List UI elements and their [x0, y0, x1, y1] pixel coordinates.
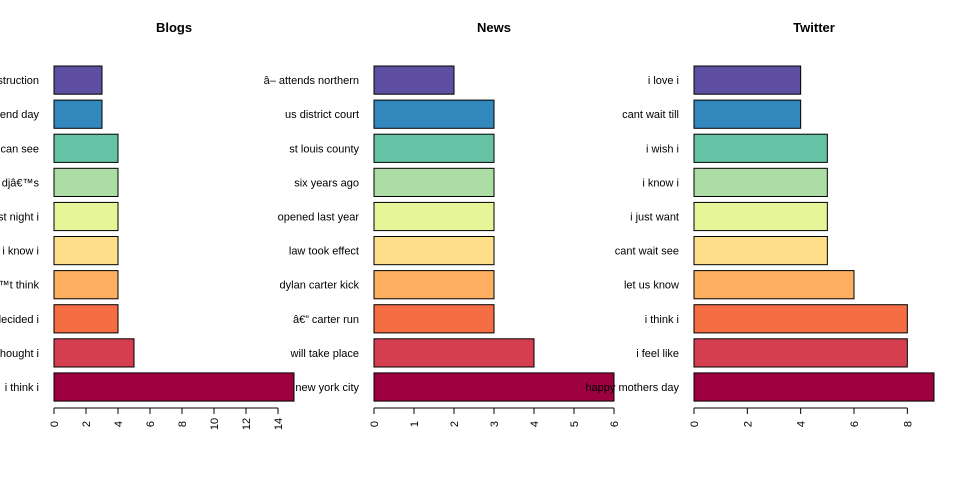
blogs-category-label: struction	[0, 75, 39, 87]
news-x-tick-label: 6	[609, 421, 621, 427]
news-category-label: will take place	[290, 348, 359, 360]
blogs-x-tick-label: 14	[273, 418, 285, 430]
twitter-bar	[693, 338, 908, 368]
news-title: News	[477, 20, 511, 35]
twitter-category-label: let us know	[624, 280, 679, 292]
news-x-tick-label: 3	[489, 421, 501, 427]
twitter-x-tick-label: 0	[689, 421, 701, 427]
blogs-x-tick-label: 6	[145, 421, 157, 427]
blogs-category-label: decided i	[0, 314, 39, 326]
twitter-category-label: i know i	[642, 177, 679, 189]
blogs-x-tick-label: 12	[241, 418, 253, 430]
blogs-category-label: thought i	[0, 348, 39, 360]
blogs-x-tick-label: 4	[113, 421, 125, 427]
blogs-bar	[53, 133, 119, 163]
news-x-tick-label: 5	[569, 421, 581, 427]
twitter-bar	[693, 372, 935, 402]
news-bar	[373, 338, 535, 368]
twitter-category-label: cant wait till	[622, 109, 679, 121]
news-category-label: â€” carter run	[293, 314, 359, 326]
news-bar	[373, 270, 495, 300]
blogs-category-label: i know i	[2, 246, 39, 258]
twitter-bar	[693, 236, 828, 266]
twitter-bar	[693, 167, 828, 198]
blogs-x-tick-label: 8	[177, 421, 189, 427]
twitter-category-label: i feel like	[636, 348, 679, 360]
blogs-category-label: i think i	[5, 382, 39, 394]
news-bar	[373, 65, 455, 95]
blogs-bar	[53, 338, 135, 368]
news-bar	[373, 167, 495, 198]
twitter-x-tick-label: 2	[742, 421, 754, 427]
twitter-category-label: i just want	[630, 212, 679, 224]
news-bar	[373, 201, 495, 232]
twitter-bar	[693, 133, 828, 163]
blogs-bar	[53, 372, 295, 402]
twitter-category-label: i think i	[645, 314, 679, 326]
twitter-bar	[693, 304, 908, 334]
twitter-x-tick-label: 4	[796, 421, 808, 427]
blogs-bar	[53, 99, 103, 129]
twitter-x-tick-label: 6	[849, 421, 861, 427]
news-x-tick-label: 4	[529, 421, 541, 427]
blogs-bar	[53, 167, 119, 198]
news-x-tick-label: 2	[449, 421, 461, 427]
twitter-bar	[693, 99, 802, 129]
twitter-category-label: cant wait see	[615, 246, 679, 258]
twitter-bar	[693, 270, 855, 300]
news-bar	[373, 304, 495, 334]
news-category-label: dylan carter kick	[280, 280, 360, 292]
blogs-bar	[53, 65, 103, 95]
twitter-bar	[693, 65, 802, 95]
twitter-panel: Twitter happy mothers day i feel like i thi…	[585, 20, 935, 427]
twitter-title: Twitter	[793, 20, 835, 35]
blogs-x-tick-label: 0	[49, 421, 61, 427]
news-x-tick-label: 0	[369, 421, 381, 427]
news-category-label: â– attends northern	[264, 75, 359, 87]
blogs-category-label: djâ€™s	[2, 177, 40, 189]
blogs-category-label: can see	[0, 143, 39, 155]
blogs-category-label: end day	[0, 109, 39, 121]
blogs-x-tick-label: 2	[81, 421, 93, 427]
news-bar	[373, 236, 495, 266]
blogs-bar	[53, 270, 119, 300]
twitter-category-label: i love i	[648, 75, 679, 87]
news-bar	[373, 372, 615, 402]
news-bar	[373, 99, 495, 129]
news-x-tick-label: 1	[409, 421, 421, 427]
news-bar	[373, 133, 495, 163]
blogs-bar	[53, 304, 119, 334]
twitter-category-label: happy mothers day	[585, 382, 679, 394]
blogs-bar	[53, 201, 119, 232]
blogs-title: Blogs	[156, 20, 192, 35]
news-category-label: new york city	[295, 382, 359, 394]
twitter-x-tick-label: 8	[902, 421, 914, 427]
news-panel: News new york city will take place â€” cart…	[264, 20, 621, 427]
blogs-bar	[53, 236, 119, 266]
twitter-category-label: i wish i	[646, 143, 679, 155]
twitter-bar	[693, 201, 828, 232]
blogs-x-tick-label: 10	[209, 418, 221, 430]
news-category-label: six years ago	[294, 177, 359, 189]
news-category-label: law took effect	[289, 246, 359, 258]
figure-root: Blogs i think i thought i decided i ™t think…	[0, 20, 935, 430]
news-category-label: opened last year	[278, 212, 360, 224]
news-category-label: st louis county	[289, 143, 359, 155]
news-category-label: us district court	[285, 109, 359, 121]
blogs-category-label: ™t think	[0, 280, 39, 292]
blogs-category-label: st night i	[0, 212, 39, 224]
blogs-panel: Blogs i think i thought i decided i ™t think…	[0, 20, 295, 430]
